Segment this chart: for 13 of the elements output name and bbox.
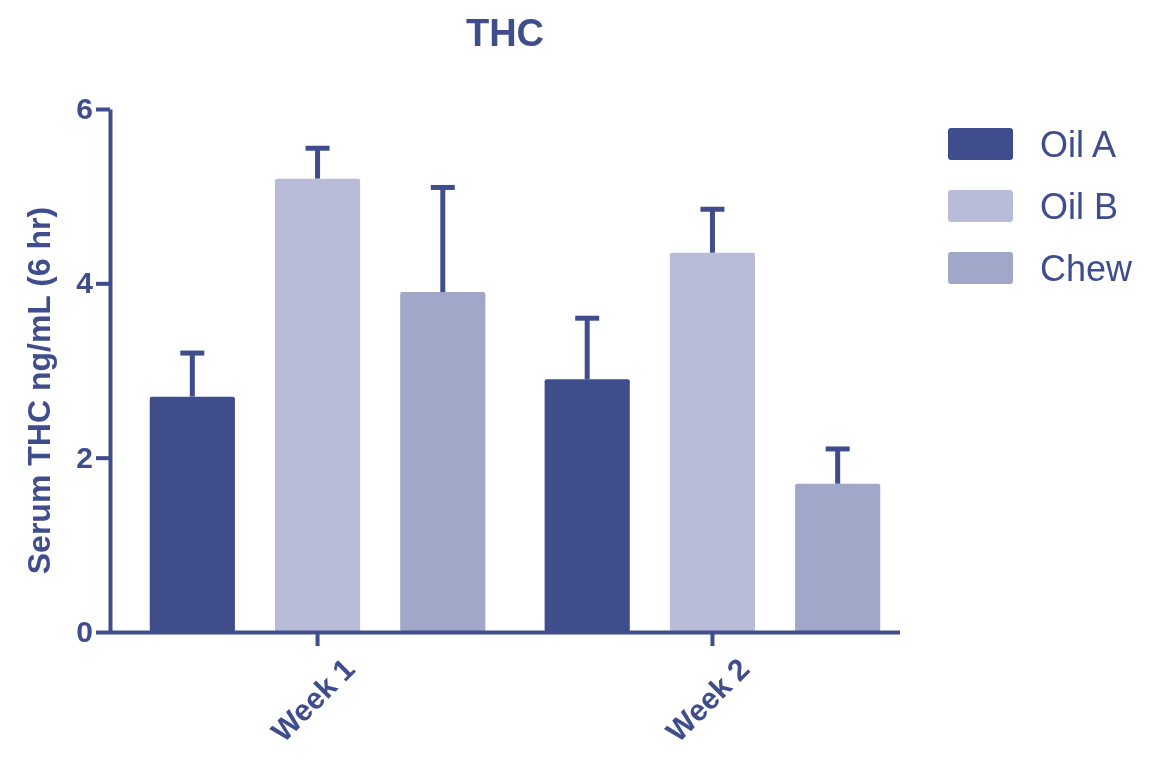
legend-label: Oil B [1040, 186, 1119, 227]
bar [274, 178, 361, 632]
bar [795, 483, 881, 632]
y-axis-title: Serum THC ng/mL (6 hr) [21, 206, 57, 575]
y-tick-label: 2 [76, 440, 93, 474]
legend-label: Chew [1040, 248, 1134, 289]
y-tick-label: 6 [76, 92, 93, 126]
bar [400, 292, 486, 632]
chart-title: THC [465, 12, 545, 54]
y-tick-label: 4 [76, 266, 94, 300]
y-tick-label: 0 [76, 615, 93, 649]
bar [669, 252, 756, 632]
legend-label: Oil A [1040, 124, 1117, 165]
